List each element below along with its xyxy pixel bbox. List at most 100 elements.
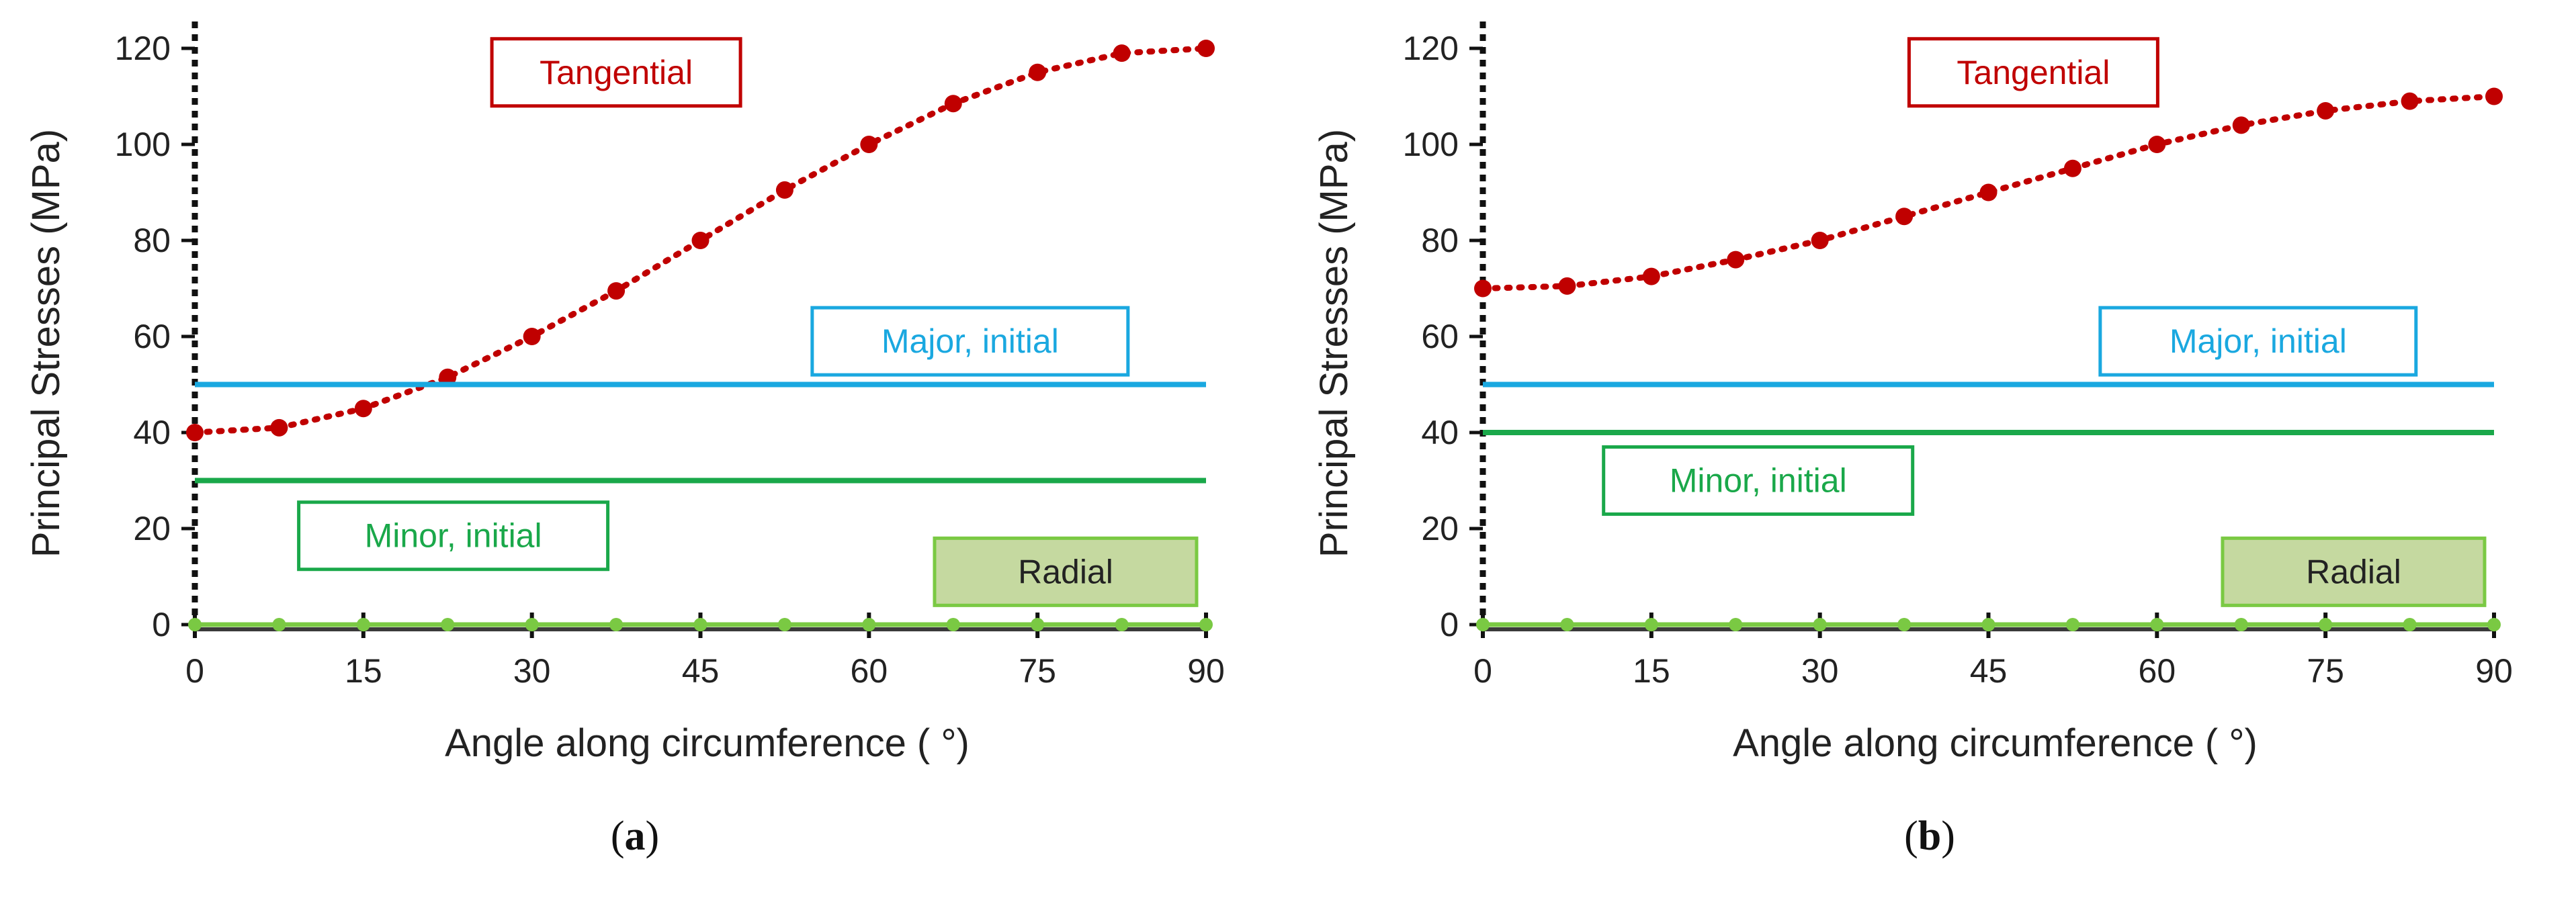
data-point-tangential [1474, 279, 1492, 298]
data-point-radial [1476, 618, 1490, 631]
annotation-label-radial: Radial [1018, 553, 1113, 590]
y-tick-label: 120 [115, 30, 171, 67]
data-point-tangential [1113, 44, 1131, 62]
data-point-radial [1897, 618, 1912, 631]
data-point-radial [693, 618, 707, 631]
y-tick-label: 80 [133, 222, 171, 259]
x-tick-label: 75 [1019, 652, 1056, 690]
x-tick-label: 15 [1633, 652, 1670, 690]
data-point-radial [2065, 618, 2079, 631]
series-tangential [1474, 87, 2503, 298]
annotation-label-radial: Radial [2306, 553, 2401, 590]
data-point-tangential [186, 424, 204, 441]
data-point-radial [2487, 618, 2501, 631]
x-tick-label: 45 [1970, 652, 2008, 690]
y-axis-title: Principal Stresses (MPa) [1312, 129, 1356, 557]
x-tick-label: 15 [345, 652, 382, 690]
x-axis-title: Angle along circumference ( °) [1733, 721, 2258, 765]
annotation-box-minor-initial [297, 500, 610, 572]
data-point-tangential [354, 400, 372, 418]
caption-b: (b) [1904, 813, 1955, 859]
data-point-tangential [2148, 136, 2166, 153]
data-point-tangential [860, 136, 878, 153]
data-point-tangential [1029, 63, 1047, 81]
annotation-box-tangential [490, 37, 742, 108]
annotation-tangential: Tangential [490, 37, 742, 108]
data-point-radial [356, 618, 370, 631]
figure-panel-b: 0 20 40 60 80 100 120 0 15 30 45 60 75 90 Angle along … [1288, 0, 2576, 902]
data-point-tangential [2317, 101, 2335, 120]
annotation-box-major-initial [2098, 306, 2418, 377]
data-point-radial [1115, 618, 1129, 631]
data-point-tangential [944, 95, 962, 113]
data-point-tangential [523, 328, 541, 345]
annotation-label-major-initial: Major, initial [882, 322, 1059, 360]
data-point-tangential [270, 418, 288, 437]
series-radial [188, 618, 1213, 631]
data-point-tangential [1895, 208, 1914, 226]
data-point-radial [2150, 618, 2164, 631]
data-point-radial [188, 618, 202, 631]
annotation-label-tangential: Tangential [1957, 54, 2110, 91]
annotation-tangential: Tangential [1907, 37, 2159, 108]
annotation-label-minor-initial: Minor, initial [365, 517, 542, 555]
x-tick-label: 45 [682, 652, 720, 690]
annotation-label-minor-initial: Minor, initial [1670, 462, 1847, 500]
y-tick-label: 80 [1421, 222, 1459, 259]
annotation-major-initial: Major, initial [810, 306, 1130, 377]
y-tick-label: 0 [1440, 606, 1459, 643]
x-tick-label: 90 [1187, 652, 1225, 690]
x-tick-label: 0 [1473, 652, 1492, 690]
series-radial [1476, 618, 2501, 631]
y-tick-label: 40 [133, 414, 171, 451]
data-point-tangential [775, 181, 793, 199]
data-point-radial [2403, 618, 2417, 631]
data-point-tangential [607, 282, 626, 300]
data-point-radial [2234, 618, 2248, 631]
data-point-radial [777, 618, 791, 631]
y-tick-label: 60 [1421, 318, 1459, 355]
annotation-label-tangential: Tangential [540, 54, 693, 91]
data-point-tangential [1979, 183, 1998, 201]
data-point-radial [272, 618, 286, 631]
annotation-radial: Radial [933, 536, 1199, 607]
data-point-tangential [1197, 40, 1215, 57]
y-tick-label: 120 [1403, 30, 1459, 67]
data-point-radial [862, 618, 876, 631]
data-point-tangential [2401, 92, 2419, 110]
data-point-radial [2319, 618, 2333, 631]
x-tick-label: 60 [2139, 652, 2176, 690]
caption-a: (a) [610, 813, 660, 859]
y-tick-label: 0 [152, 606, 171, 643]
data-point-tangential [691, 232, 710, 249]
annotation-minor-initial: Minor, initial [1602, 445, 1915, 516]
data-point-radial [525, 618, 539, 631]
annotation-radial: Radial [2221, 536, 2487, 607]
x-axis-title: Angle along circumference ( °) [445, 721, 970, 765]
data-point-tangential [1811, 232, 1829, 249]
chart-a: 0 20 40 60 80 100 120 0 15 30 45 60 75 90 Angle along … [24, 21, 1225, 765]
y-tick-label: 20 [1421, 510, 1459, 547]
x-tick-label: 30 [513, 652, 551, 690]
data-point-tangential [1558, 277, 1576, 295]
y-tick-label: 100 [1403, 126, 1459, 163]
x-tick-label: 75 [2307, 652, 2344, 690]
x-tick-label: 30 [1801, 652, 1839, 690]
data-point-tangential [2485, 87, 2503, 105]
annotation-minor-initial: Minor, initial [297, 500, 610, 572]
annotation-major-initial: Major, initial [2098, 306, 2418, 377]
y-tick-label: 20 [133, 510, 171, 547]
series-tangential [186, 40, 1215, 441]
annotation-box-radial [2221, 536, 2487, 607]
chart-b: 0 20 40 60 80 100 120 0 15 30 45 60 75 90 Angle along … [1312, 21, 2513, 765]
data-point-radial [1199, 618, 1213, 631]
data-point-radial [1644, 618, 1658, 631]
data-point-tangential [2063, 159, 2081, 177]
figure-panel-a: 0 20 40 60 80 100 120 0 15 30 45 60 75 90 Angle along … [24, 21, 1225, 859]
data-point-tangential [1642, 267, 1660, 285]
y-tick-label: 60 [133, 318, 171, 355]
data-point-tangential [1727, 251, 1745, 269]
annotation-label-major-initial: Major, initial [2170, 322, 2347, 360]
data-point-radial [1981, 618, 1995, 631]
data-point-tangential [439, 368, 457, 386]
